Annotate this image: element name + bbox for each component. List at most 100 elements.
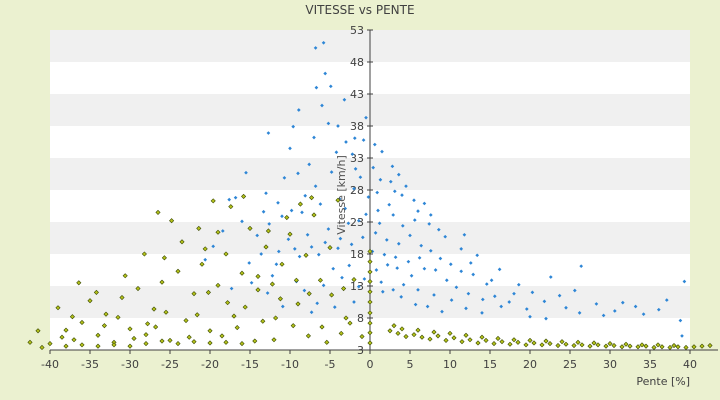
- data-point-blue: [346, 221, 351, 226]
- data-point-olive: [415, 327, 421, 333]
- x-axis-ticks: -40 -35 -30 -25 -20 -15 -10 -5 0 5 10 15 20 25 30 35 40: [41, 350, 697, 371]
- data-point-blue: [419, 243, 424, 248]
- data-point-olive: [691, 344, 697, 350]
- data-point-olive: [95, 343, 101, 349]
- data-point-blue: [244, 170, 248, 175]
- x-tick-label: 20: [523, 358, 537, 371]
- data-point-olive: [547, 341, 553, 347]
- data-point-blue: [641, 312, 646, 316]
- y-tick-label: 8: [357, 312, 364, 325]
- data-point-blue: [620, 300, 625, 305]
- data-point-blue: [340, 275, 344, 280]
- data-point-olive: [247, 225, 253, 231]
- data-point-olive: [511, 337, 517, 343]
- data-point-olive: [143, 341, 149, 347]
- data-point-olive: [543, 338, 549, 344]
- data-point-blue: [264, 191, 268, 196]
- data-point-blue: [343, 206, 348, 211]
- data-point-blue: [412, 198, 416, 203]
- data-point-olive: [59, 334, 65, 340]
- data-point-olive: [234, 325, 240, 331]
- data-point-olive: [359, 334, 365, 340]
- data-point-blue: [270, 273, 275, 278]
- data-point-olive: [279, 261, 285, 267]
- data-point-blue: [353, 167, 358, 171]
- data-point-olive: [69, 314, 75, 320]
- data-point-blue: [356, 284, 361, 289]
- data-point-olive: [451, 335, 457, 341]
- data-point-blue: [409, 273, 414, 278]
- data-point-blue: [395, 266, 400, 270]
- data-point-blue: [316, 252, 321, 257]
- data-point-blue: [656, 307, 661, 312]
- data-point-olive: [659, 344, 665, 350]
- data-point-olive: [515, 339, 521, 345]
- x-tick-label: 35: [643, 358, 657, 371]
- data-point-olive: [284, 214, 290, 221]
- data-point-blue: [489, 278, 494, 283]
- x-tick-label: 40: [683, 358, 697, 371]
- y-tick-label: 13: [350, 280, 364, 293]
- data-point-olive: [399, 326, 405, 332]
- data-point-olive: [151, 306, 157, 312]
- data-point-olive: [595, 342, 601, 348]
- data-point-blue: [342, 97, 347, 102]
- data-point-blue: [385, 263, 390, 267]
- data-point-blue: [406, 259, 411, 264]
- data-point-olive: [655, 342, 661, 348]
- data-point-blue: [564, 305, 568, 310]
- data-points: [27, 40, 713, 350]
- data-point-blue: [400, 224, 405, 228]
- data-point-olive: [327, 245, 333, 251]
- data-point-olive: [167, 337, 173, 343]
- data-point-olive: [95, 332, 101, 338]
- data-point-blue: [376, 208, 380, 213]
- data-point-olive: [163, 309, 169, 315]
- data-point-blue: [471, 272, 476, 277]
- data-point-olive: [103, 311, 109, 317]
- data-point-olive: [63, 343, 69, 349]
- data-point-blue: [276, 249, 281, 254]
- data-point-blue: [303, 193, 308, 198]
- data-point-olive: [367, 310, 373, 316]
- data-point-blue: [296, 171, 300, 176]
- data-point-blue: [425, 304, 430, 309]
- data-point-olive: [319, 324, 325, 330]
- data-point-olive: [447, 330, 453, 336]
- data-point-blue: [321, 283, 326, 288]
- data-point-olive: [555, 342, 561, 349]
- data-point-olive: [63, 327, 69, 333]
- data-point-olive: [39, 344, 45, 350]
- y-tick-label: 3: [357, 344, 364, 357]
- data-point-blue: [361, 138, 366, 142]
- data-point-olive: [579, 342, 585, 348]
- data-point-olive: [87, 298, 93, 304]
- data-point-olive: [571, 342, 577, 349]
- data-point-olive: [699, 343, 705, 349]
- data-point-olive: [215, 282, 221, 288]
- data-point-blue: [375, 190, 380, 195]
- data-point-olive: [411, 332, 417, 338]
- data-point-olive: [559, 339, 565, 345]
- data-point-blue: [344, 140, 348, 144]
- data-point-blue: [352, 186, 356, 191]
- data-point-olive: [463, 332, 469, 338]
- data-point-olive: [231, 313, 237, 319]
- data-point-olive: [122, 273, 128, 279]
- data-point-olive: [367, 269, 373, 275]
- data-point-olive: [309, 195, 315, 201]
- data-point-blue: [349, 242, 354, 247]
- data-point-blue: [664, 298, 669, 302]
- data-point-blue: [240, 219, 244, 224]
- data-point-blue: [548, 275, 553, 279]
- data-point-blue: [313, 46, 318, 50]
- data-point-olive: [575, 339, 581, 345]
- data-point-blue: [352, 136, 357, 140]
- data-point-blue: [331, 266, 336, 271]
- data-point-olive: [239, 270, 245, 276]
- data-point-blue: [440, 309, 444, 314]
- data-point-blue: [433, 268, 438, 272]
- data-point-blue: [249, 280, 254, 285]
